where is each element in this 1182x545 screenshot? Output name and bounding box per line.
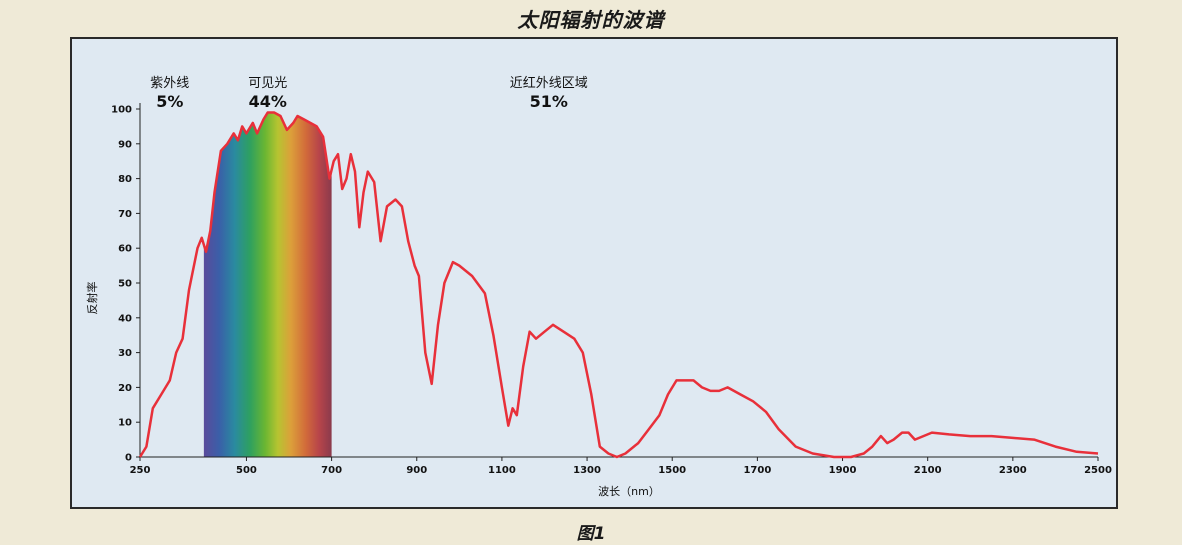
y-tick-label: 10: [118, 418, 132, 429]
region-percent: 44%: [249, 92, 287, 111]
y-tick-label: 80: [118, 174, 132, 185]
chart-panel: 0 10 20 30 40 50 60 70 80 90 100 250 500 700 900 1100 13…: [70, 37, 1118, 509]
x-tick-label: 1900: [829, 465, 857, 476]
region-label: 近红外线区域: [510, 75, 588, 91]
spectrum-curve: [138, 111, 1099, 459]
y-tick-label: 90: [118, 139, 132, 150]
y-tick-label: 20: [118, 383, 132, 394]
region-label: 可见光: [248, 76, 287, 91]
x-tick-label: 1500: [658, 465, 686, 476]
spectrum-chart: 0 10 20 30 40 50 60 70 80 90 100 250 500 700 900 1100 13…: [85, 75, 1112, 498]
x-tick-label: 1700: [743, 465, 771, 476]
y-tick-label: 0: [125, 453, 132, 464]
visible-spectrum-fill: [203, 112, 332, 457]
y-axis-title: 反射率: [85, 282, 99, 315]
region-percent: 5%: [156, 92, 183, 111]
page-title: 太阳辐射的波谱: [517, 8, 665, 32]
x-tick-label: 1100: [488, 465, 516, 476]
x-tick-label: 1300: [573, 465, 601, 476]
x-tick-label: 250: [130, 465, 151, 476]
x-tick-label: 900: [406, 465, 427, 476]
y-tick-label: 30: [118, 348, 132, 359]
y-tick-label: 60: [118, 244, 132, 255]
x-axis-title: 波长（nm）: [598, 485, 660, 498]
y-tick-label: 40: [118, 313, 132, 324]
x-tick-label: 2500: [1084, 465, 1112, 476]
region-percent: 51%: [530, 92, 568, 111]
y-tick-label: 70: [118, 209, 132, 220]
x-tick-label: 500: [236, 465, 257, 476]
y-tick-label: 50: [118, 279, 132, 290]
x-tick-label: 700: [321, 465, 342, 476]
figure-caption: 图1: [576, 524, 606, 544]
x-tick-label: 2300: [999, 465, 1027, 476]
x-tick-label: 2100: [914, 465, 942, 476]
y-tick-label: 100: [111, 105, 132, 116]
region-label: 紫外线: [150, 76, 189, 91]
